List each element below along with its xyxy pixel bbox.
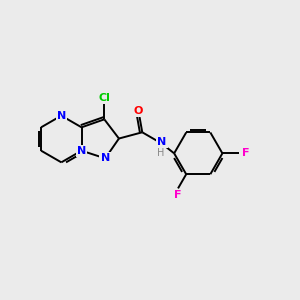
Text: F: F	[174, 190, 182, 200]
Text: N: N	[100, 153, 110, 164]
Text: N: N	[57, 111, 66, 121]
Text: O: O	[134, 106, 143, 116]
Text: F: F	[242, 148, 250, 158]
Text: N: N	[57, 111, 66, 121]
Text: N: N	[157, 136, 167, 147]
Text: N: N	[77, 146, 86, 156]
Text: H: H	[157, 148, 165, 158]
Text: Cl: Cl	[98, 93, 110, 103]
